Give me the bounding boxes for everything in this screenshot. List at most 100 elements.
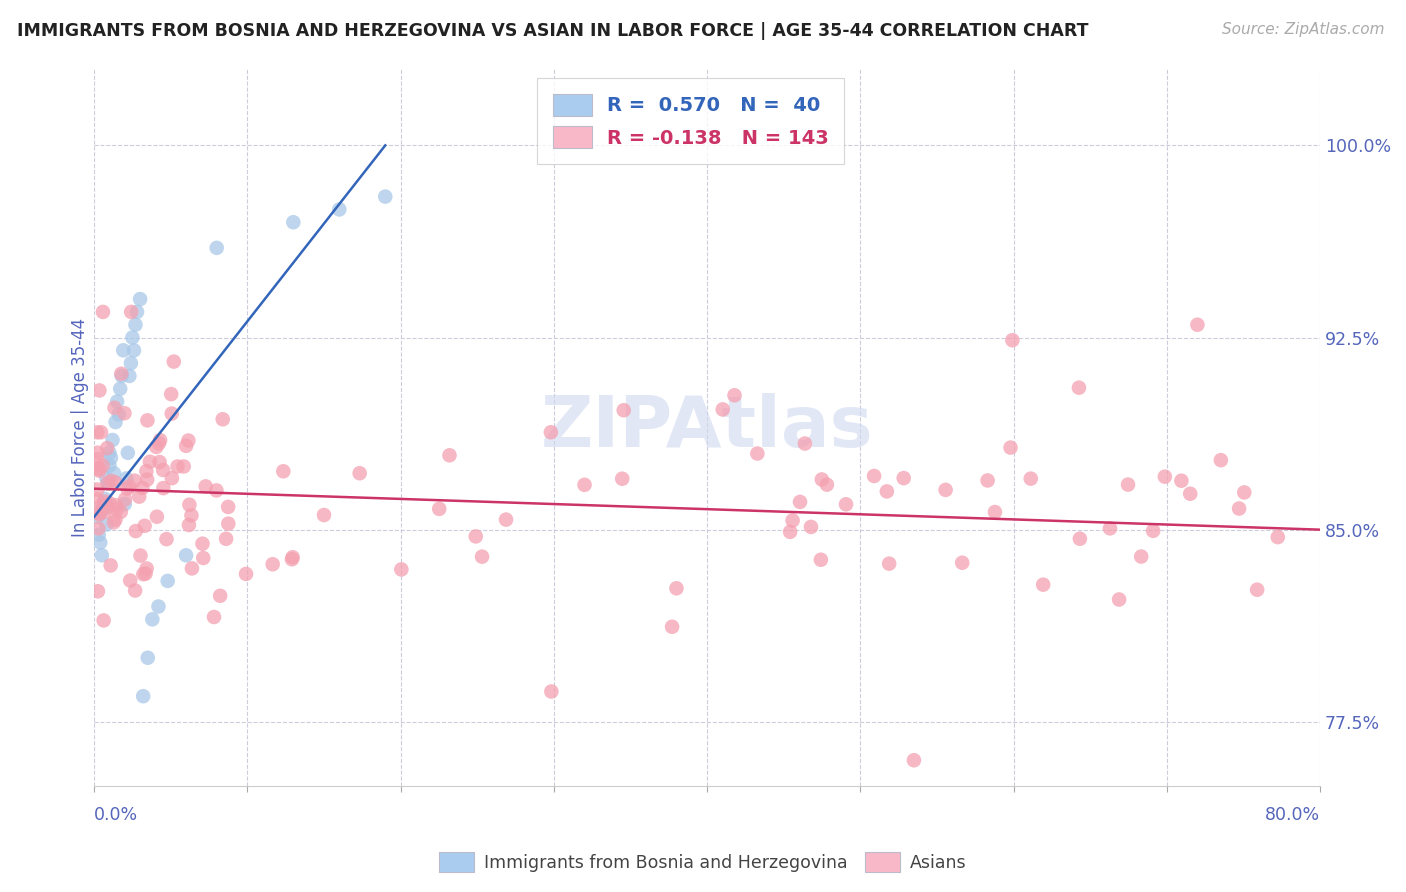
- Point: [950, 556, 973, 570]
- Point: [94, 491, 117, 506]
- Point: [135, 464, 157, 478]
- Point: [145, 440, 167, 454]
- Text: IMMIGRANTS FROM BOSNIA AND HERZEGOVINA VS ASIAN IN LABOR FORCE | AGE 35-44 CORRE: IMMIGRANTS FROM BOSNIA AND HERZEGOVINA V…: [17, 22, 1088, 40]
- Point: [146, 509, 169, 524]
- Point: [87, 521, 110, 535]
- Point: [876, 484, 898, 499]
- Point: [96, 471, 118, 485]
- Point: [86, 483, 108, 497]
- Point: [935, 483, 957, 497]
- Point: [136, 413, 159, 427]
- Point: [104, 512, 127, 526]
- Point: [1001, 333, 1024, 347]
- Point: [661, 620, 683, 634]
- Point: [125, 524, 148, 538]
- Point: [111, 368, 134, 383]
- Point: [1069, 532, 1091, 546]
- Point: [471, 549, 494, 564]
- Text: 0.0%: 0.0%: [94, 806, 138, 824]
- Point: [110, 505, 132, 519]
- Point: [160, 471, 183, 485]
- Legend: Immigrants from Bosnia and Herzegovina, Asians: Immigrants from Bosnia and Herzegovina, …: [432, 845, 974, 879]
- Point: [93, 505, 115, 519]
- Point: [98, 496, 121, 510]
- Point: [156, 574, 179, 588]
- Point: [181, 561, 204, 575]
- Point: [117, 482, 139, 496]
- Point: [120, 305, 142, 319]
- Point: [191, 537, 214, 551]
- Point: [132, 689, 155, 703]
- Point: [374, 189, 396, 203]
- Point: [103, 467, 125, 481]
- Point: [89, 535, 111, 549]
- Point: [120, 574, 142, 588]
- Point: [464, 529, 486, 543]
- Legend: R =  0.570   N =  40, R = -0.138   N = 143: R = 0.570 N = 40, R = -0.138 N = 143: [537, 78, 845, 164]
- Point: [87, 506, 110, 520]
- Point: [174, 549, 197, 563]
- Point: [93, 494, 115, 508]
- Point: [86, 492, 108, 507]
- Point: [160, 407, 183, 421]
- Point: [194, 479, 217, 493]
- Point: [665, 582, 688, 596]
- Point: [86, 446, 108, 460]
- Point: [863, 469, 886, 483]
- Point: [976, 474, 998, 488]
- Point: [810, 553, 832, 567]
- Point: [815, 477, 838, 491]
- Point: [177, 434, 200, 448]
- Point: [122, 343, 145, 358]
- Point: [93, 614, 115, 628]
- Point: [174, 439, 197, 453]
- Point: [108, 382, 131, 396]
- Point: [811, 473, 834, 487]
- Point: [273, 464, 295, 478]
- Point: [131, 481, 153, 495]
- Point: [124, 318, 146, 332]
- Point: [540, 425, 562, 440]
- Point: [179, 498, 201, 512]
- Point: [91, 458, 114, 473]
- Point: [1098, 521, 1121, 535]
- Point: [149, 433, 172, 447]
- Point: [148, 599, 170, 614]
- Point: [97, 476, 120, 491]
- Point: [104, 475, 127, 490]
- Point: [1209, 453, 1232, 467]
- Point: [107, 408, 129, 422]
- Point: [1170, 474, 1192, 488]
- Point: [613, 403, 636, 417]
- Point: [177, 518, 200, 533]
- Point: [1019, 472, 1042, 486]
- Point: [103, 516, 125, 530]
- Point: [129, 549, 152, 563]
- Point: [105, 502, 128, 516]
- Point: [1180, 487, 1202, 501]
- Point: [1116, 477, 1139, 491]
- Point: [97, 475, 120, 490]
- Point: [612, 472, 634, 486]
- Point: [87, 528, 110, 542]
- Point: [139, 455, 162, 469]
- Point: [281, 552, 304, 566]
- Point: [427, 501, 450, 516]
- Point: [835, 497, 858, 511]
- Point: [211, 412, 233, 426]
- Point: [1142, 524, 1164, 538]
- Point: [152, 463, 174, 477]
- Point: [903, 753, 925, 767]
- Point: [118, 479, 141, 493]
- Point: [87, 584, 110, 599]
- Point: [86, 452, 108, 467]
- Point: [984, 505, 1007, 519]
- Point: [98, 458, 121, 473]
- Point: [877, 557, 900, 571]
- Point: [205, 241, 228, 255]
- Point: [100, 474, 122, 488]
- Point: [283, 215, 305, 229]
- Point: [128, 490, 150, 504]
- Point: [723, 388, 745, 402]
- Point: [86, 425, 108, 440]
